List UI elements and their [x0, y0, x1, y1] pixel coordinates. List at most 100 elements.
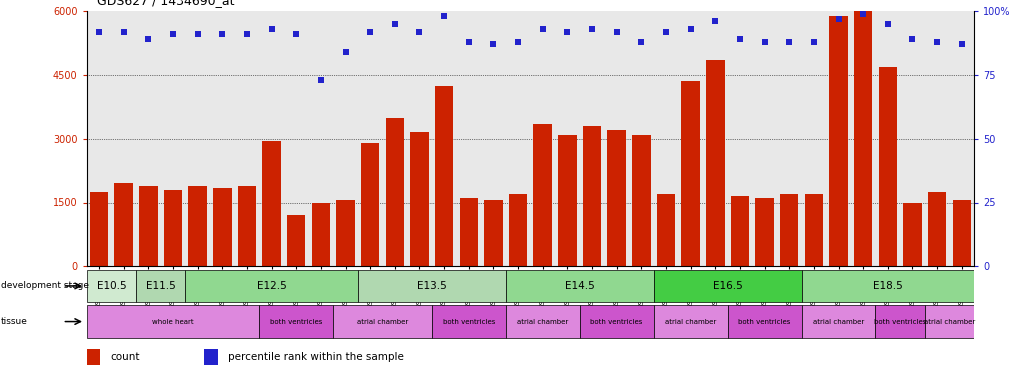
Text: atrial chamber: atrial chamber [812, 319, 863, 324]
Point [657, 28, 674, 34]
Bar [727, 305, 801, 338]
Point [411, 28, 427, 34]
Point [435, 13, 451, 20]
Bar [582, 126, 600, 266]
Point [878, 21, 895, 27]
Bar [874, 305, 924, 338]
Bar [927, 192, 946, 266]
Point [214, 31, 230, 37]
Text: E10.5: E10.5 [97, 281, 126, 291]
Point [829, 16, 846, 22]
Bar [114, 183, 132, 266]
Bar [336, 200, 355, 266]
Bar [607, 130, 626, 266]
Bar [87, 270, 136, 302]
Bar [952, 200, 970, 266]
Bar [924, 305, 973, 338]
Bar [579, 305, 653, 338]
Bar [681, 81, 699, 266]
Bar [730, 196, 748, 266]
Point [534, 26, 550, 32]
Bar [90, 192, 108, 266]
Bar [87, 349, 100, 365]
Point [510, 39, 526, 45]
Bar [333, 305, 431, 338]
Text: both ventricles: both ventricles [738, 319, 790, 324]
Bar [185, 270, 358, 302]
Point [731, 36, 747, 42]
Bar [385, 117, 404, 266]
Bar [533, 124, 551, 266]
Bar [262, 141, 280, 266]
Point [953, 41, 969, 47]
Point [190, 31, 206, 37]
Point [313, 77, 329, 83]
Bar [358, 270, 505, 302]
Bar [410, 132, 428, 266]
Point [854, 11, 870, 17]
Text: E14.5: E14.5 [565, 281, 594, 291]
Bar [434, 86, 452, 266]
Text: E11.5: E11.5 [146, 281, 175, 291]
Point [165, 31, 181, 37]
Text: atrial chamber: atrial chamber [357, 319, 408, 324]
Text: atrial chamber: atrial chamber [664, 319, 715, 324]
Bar [877, 66, 896, 266]
Point [805, 39, 821, 45]
Bar [632, 135, 650, 266]
Text: both ventricles: both ventricles [270, 319, 322, 324]
Bar [853, 11, 871, 266]
Bar [312, 202, 330, 266]
Bar [484, 200, 502, 266]
Bar [204, 349, 217, 365]
Point [682, 26, 698, 32]
Bar [508, 194, 527, 266]
Point [238, 31, 255, 37]
Bar [804, 194, 822, 266]
Text: whole heart: whole heart [152, 319, 194, 324]
Bar [828, 15, 847, 266]
Bar [656, 194, 675, 266]
Point [558, 28, 575, 34]
Bar [87, 305, 259, 338]
Bar [213, 188, 231, 266]
Bar [801, 270, 973, 302]
Text: both ventricles: both ventricles [873, 319, 925, 324]
Bar [903, 202, 921, 266]
Bar [780, 194, 798, 266]
Text: E13.5: E13.5 [417, 281, 446, 291]
Bar [259, 305, 333, 338]
Point [781, 39, 797, 45]
Text: atrial chamber: atrial chamber [517, 319, 568, 324]
Point [928, 39, 945, 45]
Text: atrial chamber: atrial chamber [923, 319, 974, 324]
Point [904, 36, 920, 42]
Text: percentile rank within the sample: percentile rank within the sample [228, 352, 404, 362]
Text: E12.5: E12.5 [257, 281, 286, 291]
Bar [505, 305, 579, 338]
Bar [653, 305, 727, 338]
Text: GDS627 / 1434690_at: GDS627 / 1434690_at [97, 0, 234, 7]
Text: E16.5: E16.5 [712, 281, 742, 291]
Text: E18.5: E18.5 [872, 281, 902, 291]
Point [91, 28, 107, 34]
Bar [755, 198, 773, 266]
Bar [286, 215, 305, 266]
Point [756, 39, 772, 45]
Point [263, 26, 279, 32]
Text: development stage: development stage [1, 281, 89, 290]
Point [362, 28, 378, 34]
Text: tissue: tissue [1, 317, 28, 326]
Bar [705, 60, 723, 266]
Bar [460, 198, 478, 266]
Bar [136, 270, 185, 302]
Point [706, 18, 722, 24]
Text: both ventricles: both ventricles [442, 319, 494, 324]
Bar [505, 270, 653, 302]
Point [337, 49, 354, 55]
Point [386, 21, 403, 27]
Point [485, 41, 501, 47]
Bar [139, 186, 157, 266]
Bar [164, 190, 182, 266]
Point [287, 31, 304, 37]
